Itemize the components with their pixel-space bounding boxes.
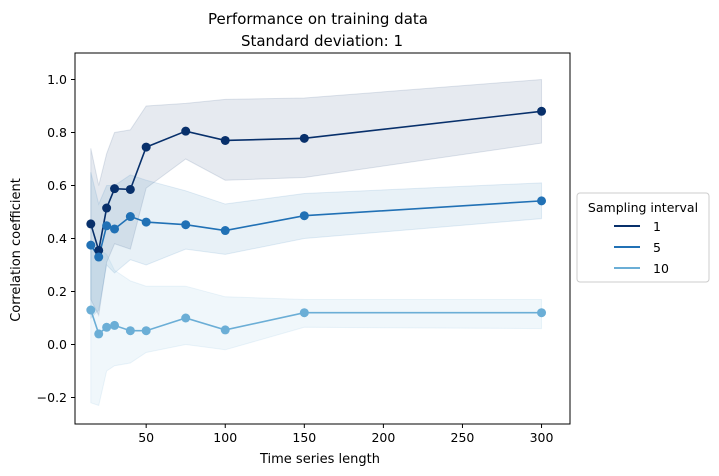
point-series-10 [125,326,135,336]
point-series-10 [299,308,309,318]
y-tick-label: 0.4 [47,231,67,246]
point-series-1 [220,135,230,145]
y-tick-label: 0.8 [47,125,67,140]
point-series-1 [110,184,120,194]
point-series-10 [537,308,547,318]
y-tick-label: 0.2 [47,284,67,299]
point-series-1 [537,106,547,116]
series-lines [90,110,542,336]
point-series-1 [299,133,309,143]
band-series-1 [90,78,543,317]
point-series-1 [102,203,112,213]
x-tick-label: 100 [213,430,237,445]
x-axis-label: Time series length [259,452,380,467]
point-series-5 [141,217,151,227]
y-tick-label: −0.2 [37,390,67,405]
point-series-5 [86,240,96,250]
point-series-5 [125,212,135,222]
point-series-10 [181,313,191,323]
axes: 50 100 150 200 250 300 −0.2 0.0 0.2 0.4 0.6 0.8 1.0 [37,52,571,445]
point-series-5 [102,221,112,231]
point-series-5 [110,224,120,234]
point-series-1 [94,245,104,255]
band-series-10 [90,248,543,407]
point-series-1 [86,219,96,229]
point-series-5 [181,220,191,230]
legend: Sampling interval 1 5 10 [576,192,710,283]
point-series-10 [110,320,120,330]
x-tick-label: 50 [138,430,154,445]
legend-box [576,192,710,283]
legend-label-10: 10 [653,261,669,276]
point-series-5 [537,196,547,206]
y-axis-label: Correlation coefficient [9,178,24,322]
legend-label-1: 1 [653,219,661,234]
x-tick-label: 200 [371,430,395,445]
y-tick-label: 0.6 [47,178,67,193]
y-tick-label: 1.0 [47,72,67,87]
x-tick-label: 300 [530,430,554,445]
point-series-1 [181,126,191,136]
series-points [86,106,547,339]
point-series-5 [94,252,104,262]
line-series-10 [90,309,542,336]
y-tick-label: 0.0 [47,337,67,352]
point-series-10 [141,326,151,336]
x-tick-label: 250 [451,430,475,445]
legend-label-5: 5 [653,240,661,255]
x-tick-label: 150 [292,430,316,445]
point-series-10 [86,305,96,315]
confidence-bands [90,78,543,407]
legend-title: Sampling interval [588,200,698,215]
line-series-1 [90,110,542,251]
point-series-1 [125,184,135,194]
point-series-10 [102,322,112,332]
point-series-5 [299,211,309,221]
point-series-1 [141,142,151,152]
point-series-10 [220,325,230,335]
chart-subtitle: Standard deviation: 1 [241,32,403,50]
line-series-5 [90,200,542,259]
chart-title: Performance on training data [208,10,428,28]
point-series-5 [220,226,230,236]
point-series-10 [94,329,104,339]
